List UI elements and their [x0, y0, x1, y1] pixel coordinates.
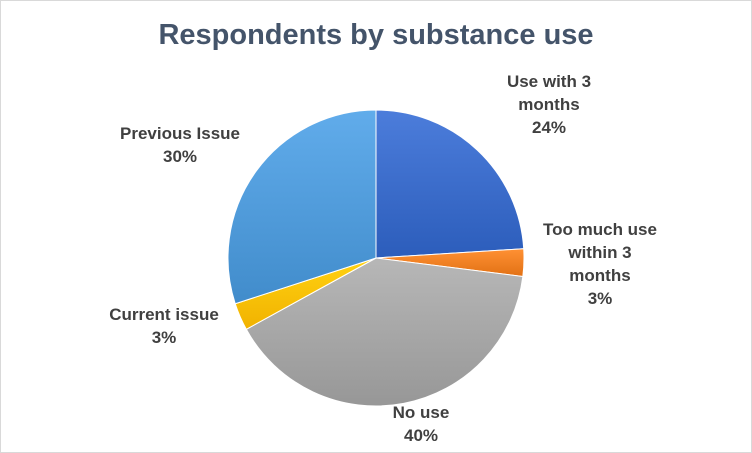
label-previous-issue: Previous Issue 30% [119, 124, 240, 166]
pie-slice-previous-issue [227, 109, 377, 305]
label-too-much-use: Too much use within 3 months 3% [543, 220, 657, 308]
chart-title: Respondents by substance use [158, 19, 594, 51]
pie-slice-no-use [245, 257, 524, 407]
label-no-use: No use 40% [392, 403, 450, 445]
label-current-issue: Current issue 3% [109, 305, 219, 347]
pie-slice-use-with-3-months [375, 109, 525, 259]
label-use-with-3-months: Use with 3 months 24% [506, 72, 592, 137]
